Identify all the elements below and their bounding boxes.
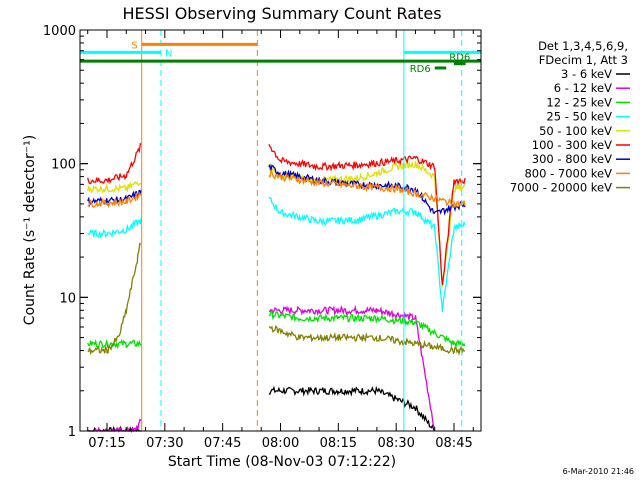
status-bar-label-2: N <box>165 48 172 59</box>
legend-header-2: FDecim 1, Att 3 <box>539 53 628 67</box>
x-tick-label-4: 08:00 <box>262 436 299 451</box>
y-tick-label-3: 100 <box>51 158 76 173</box>
status-bar-label-6: RD6 <box>449 53 470 64</box>
plot-frame <box>79 29 482 432</box>
y-axis: 1 10 100 1000 <box>43 24 481 440</box>
series-line-9-1 <box>87 242 142 356</box>
legend-label-1: 3 - 6 keV <box>561 67 612 81</box>
y-tick-label-1: 1 <box>68 425 76 440</box>
annotation-layer: S N RD6 RD6 <box>79 30 481 431</box>
series-line-6-1 <box>87 143 142 185</box>
timestamp-label: 6-Mar-2010 21:46 <box>563 467 634 476</box>
status-bar-label-1: S <box>131 40 137 51</box>
series-line-9-2 <box>268 324 466 357</box>
x-tick-label-6: 08:30 <box>377 436 414 451</box>
series-4 <box>87 196 466 313</box>
y-tick-label-2: 10 <box>59 291 76 306</box>
x-axis-label: Start Time (08-Nov-03 07:12:22) <box>168 454 396 470</box>
x-tick-label-7: 08:45 <box>435 436 472 451</box>
legend-label-6: 100 - 300 keV <box>532 138 612 152</box>
series-line-4-1 <box>87 217 142 239</box>
x-tick-label-2: 07:30 <box>146 436 183 451</box>
series-8 <box>87 169 466 209</box>
legend-label-4: 25 - 50 keV <box>546 110 612 124</box>
x-axis: 07:15 07:30 07:45 08:00 08:15 08:30 08:45 <box>87 30 474 451</box>
data-layer <box>87 143 466 434</box>
legend-label-7: 300 - 800 keV <box>532 152 612 166</box>
legend-label-9: 7000 - 20000 keV <box>510 181 612 195</box>
series-line-4-2 <box>268 196 466 313</box>
series-line-3-2 <box>268 310 466 350</box>
legend-label-8: 800 - 7000 keV <box>524 166 612 180</box>
series-3 <box>87 310 466 350</box>
series-2 <box>87 304 435 434</box>
y-tick-label-4: 1000 <box>43 24 76 39</box>
series-line-1-2 <box>268 385 436 432</box>
status-bar-label-5: RD6 <box>410 64 431 75</box>
series-line-8-2 <box>268 169 466 209</box>
series-1 <box>87 385 436 433</box>
chart-title: HESSI Observing Summary Count Rates <box>122 4 441 23</box>
series-line-3-1 <box>87 338 142 350</box>
series-9 <box>87 242 466 357</box>
y-axis-label: Count Rate (s⁻¹ detector⁻¹) <box>22 135 38 325</box>
legend-label-5: 50 - 100 keV <box>539 124 612 138</box>
x-tick-label-5: 08:15 <box>320 436 357 451</box>
x-tick-label-1: 07:15 <box>88 436 125 451</box>
series-6 <box>87 143 466 285</box>
series-line-5-2 <box>268 160 466 288</box>
legend: Det 1,3,4,5,6,9, FDecim 1, Att 3 3 - 6 k… <box>510 39 630 195</box>
legend-header-1: Det 1,3,4,5,6,9, <box>538 39 628 53</box>
series-line-5-1 <box>87 180 142 194</box>
series-line-6-2 <box>268 144 466 285</box>
legend-label-3: 12 - 25 keV <box>546 95 612 109</box>
x-tick-label-3: 07:45 <box>204 436 241 451</box>
series-line-2-2 <box>268 304 435 429</box>
series-line-8-1 <box>87 191 142 209</box>
legend-label-2: 6 - 12 keV <box>554 81 612 95</box>
series-5 <box>87 160 466 288</box>
